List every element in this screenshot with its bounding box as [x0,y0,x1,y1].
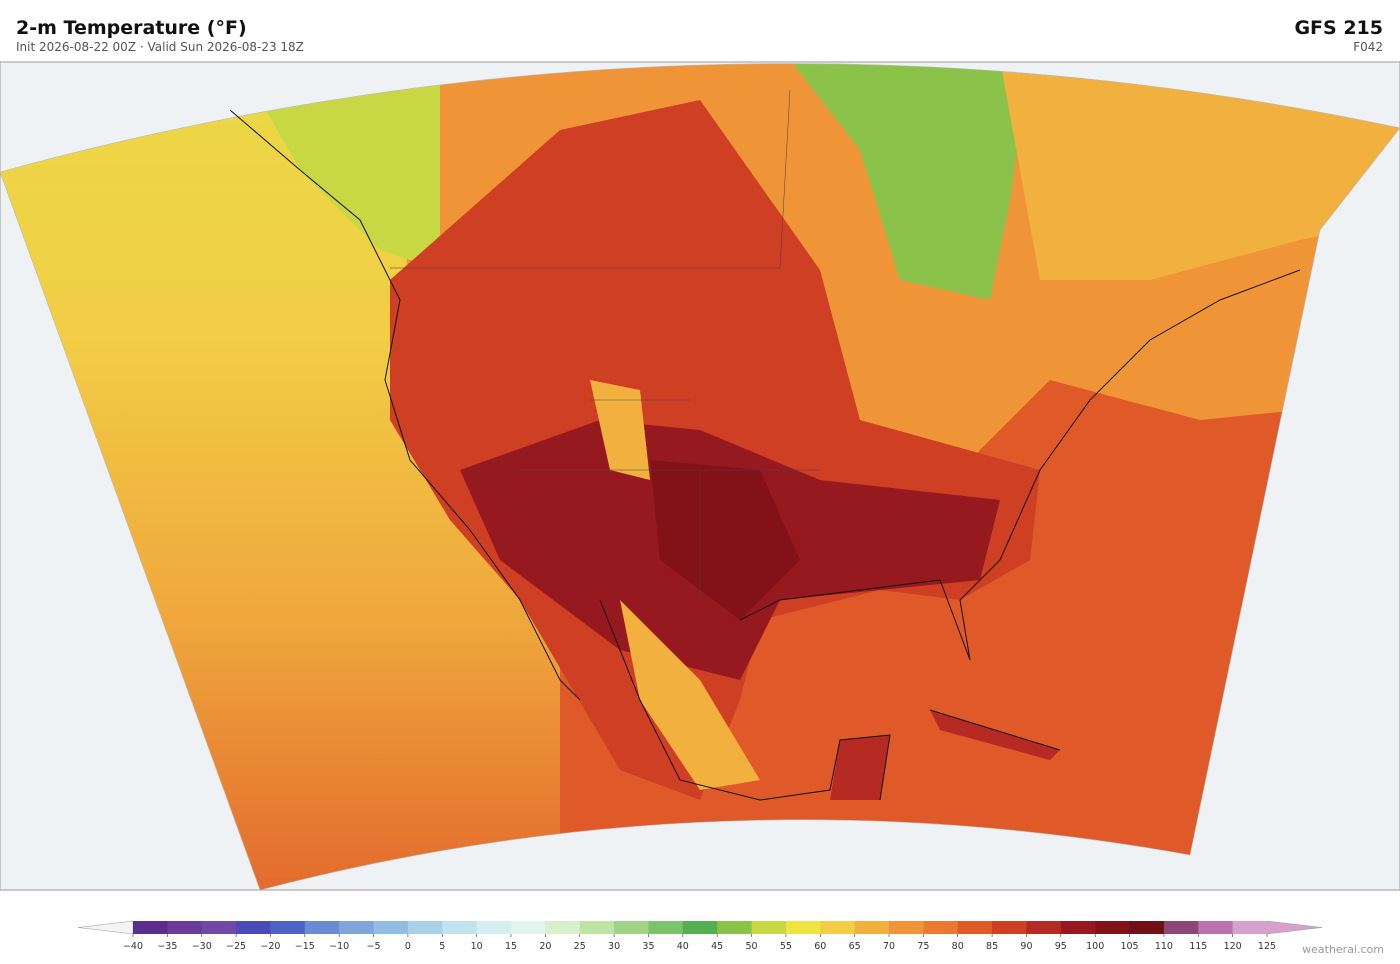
colorbar-segment [1163,921,1199,934]
colorbar-segment [1095,921,1130,934]
colorbar-tick-label: 10 [471,941,483,952]
colorbar-tick-label: 95 [1055,941,1067,952]
colorbar-tick-label: 110 [1155,941,1173,952]
colorbar-tick-label: −10 [329,941,349,952]
colorbar-segment [751,921,787,934]
colorbar-segment [682,921,718,934]
colorbar-segment [820,921,856,934]
colorbar-tick-label: 75 [917,941,929,952]
colorbar-segment [1060,921,1096,934]
colorbar-segment [476,921,512,934]
colorbar-tick-label: 100 [1086,941,1104,952]
colorbar-tick-label: 5 [439,941,445,952]
colorbar-tick-label: −15 [295,941,315,952]
colorbar-tick-label: 115 [1189,941,1207,952]
colorbar-tick-label: 0 [405,941,411,952]
colorbar-tick-label: 85 [986,941,998,952]
colorbar-segment [923,921,959,934]
colorbar-segment [407,921,443,934]
colorbar-segment [1198,921,1234,934]
colorbar-tick-label: 35 [642,941,654,952]
colorbar-segment [1232,921,1268,934]
title: 2-m Temperature (°F) [16,17,247,39]
model: GFS 215 [1294,17,1383,39]
colorbar-segment [133,921,168,934]
colorbar-segment [1026,921,1062,934]
colorbar-tick-label: 90 [1020,941,1032,952]
colorbar-tick-label: 30 [608,941,620,952]
credit: weatherai.com [1302,943,1384,956]
colorbar-tick-label: −30 [192,941,212,952]
colorbar-tick-label: 15 [505,941,517,952]
colorbar-tick-label: −20 [260,941,280,952]
colorbar-segment [785,921,821,934]
colorbar-tick-label: 80 [952,941,964,952]
colorbar-tick-label: 120 [1224,941,1242,952]
colorbar-segment [1129,921,1165,934]
colorbar-tick-label: −25 [226,941,246,952]
colorbar-segment [957,921,993,934]
colorbar-segment [889,921,924,934]
colorbar-tick-label: −40 [123,941,143,952]
colorbar-upper-extend [1266,920,1323,935]
colorbar-segment [442,921,478,934]
colorbar-tick-label: 65 [849,941,861,952]
forecast-hour: F042 [1353,40,1383,54]
colorbar-tick-label: 55 [780,941,792,952]
colorbar-tick-label: 45 [711,941,723,952]
colorbar-tick-label: −35 [157,941,177,952]
colorbar-segment [511,921,546,934]
colorbar-segment [373,921,409,934]
colorbar-tick-label: 105 [1120,941,1138,952]
colorbar-segment [579,921,615,934]
subtitle: Init 2026-08-22 00Z · Valid Sun 2026-08-… [16,40,304,54]
colorbar-segment [614,921,649,934]
colorbar-segment [854,921,890,934]
colorbar: −40 −35 −30 −25 −20 −15 −10 −5 0 5 10 15 20 25 30 35 40 4… [77,920,1323,952]
colorbar-tick-label: 25 [574,941,586,952]
colorbar-segment [167,921,203,934]
colorbar-tick-label: 70 [883,941,895,952]
colorbar-segment [717,921,752,934]
colorbar-segment [236,921,271,934]
colorbar-tick-label: 60 [814,941,826,952]
colorbar-segment [339,921,374,934]
colorbar-lower-extend [77,920,134,935]
colorbar-segment [545,921,581,934]
colorbar-segment [304,921,340,934]
colorbar-segment [992,921,1027,934]
colorbar-segment [201,921,237,934]
colorbar-tick-label: 50 [745,941,757,952]
colorbar-tick-label: 20 [539,941,551,952]
colorbar-segment [270,921,306,934]
colorbar-tick-label: −5 [367,941,381,952]
colorbar-tick-label: 40 [677,941,689,952]
colorbar-tick-label: 125 [1258,941,1276,952]
colorbar-segment [648,921,684,934]
